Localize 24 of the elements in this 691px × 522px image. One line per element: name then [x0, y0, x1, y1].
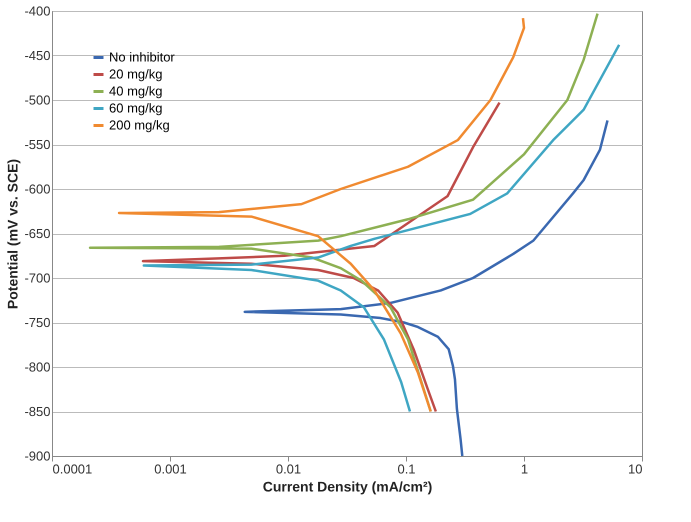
y-tick-label: -650 — [24, 226, 50, 241]
x-tick-label: 0.0001 — [52, 462, 92, 476]
y-tick-label: -800 — [24, 360, 50, 374]
y-tick-label: -500 — [24, 92, 50, 108]
legend-label: 200 mg/kg — [109, 118, 170, 132]
x-tick-label: 0.1 — [397, 462, 416, 476]
legend-label: No inhibitor — [109, 50, 176, 64]
y-tick-label: -750 — [24, 315, 50, 330]
legend-label: 40 mg/kg — [109, 84, 162, 98]
y-tick-label: -550 — [24, 137, 50, 152]
legend-label: 60 mg/kg — [109, 100, 162, 116]
legend-label: 20 mg/kg — [109, 66, 162, 82]
x-tick-label: 0.001 — [154, 462, 187, 476]
y-tick-label: -600 — [24, 182, 50, 196]
y-tick-label: -850 — [24, 404, 50, 419]
y-tick-label: -400 — [24, 4, 50, 18]
x-tick-label: 10 — [628, 462, 642, 476]
x-tick-label: 1 — [520, 462, 528, 476]
y-tick-label: -900 — [24, 448, 50, 464]
y-tick-label: -700 — [24, 270, 50, 286]
x-axis-title: Current Density (mA/cm²) — [262, 478, 432, 494]
y-tick-label: -450 — [24, 48, 50, 63]
y-axis-title: Potential (mV vs. SCE) — [4, 158, 20, 310]
x-tick-label: 0.01 — [276, 462, 302, 476]
